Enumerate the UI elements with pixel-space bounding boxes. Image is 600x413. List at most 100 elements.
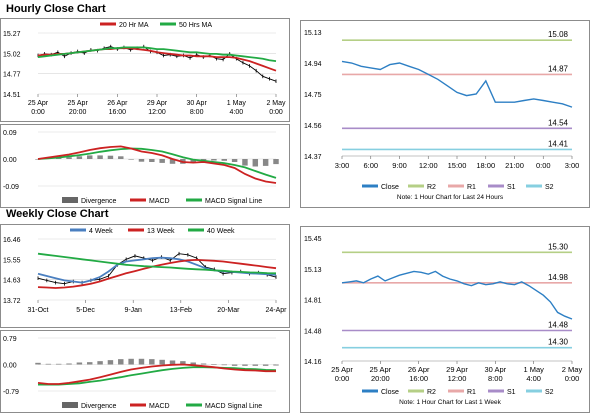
- level-label-r2: 15.08: [548, 30, 569, 39]
- divergence-bar: [138, 159, 145, 162]
- y-tick-label: 15.27: [3, 31, 21, 38]
- legend-r2-swatch: [408, 389, 424, 393]
- divergence-bar: [242, 364, 248, 366]
- weekly-price-chart: 16.46 15.55 14.63 13.72 4 Week 13 Week 40 Week…: [0, 224, 290, 328]
- legend-ma50-label: 50 Hrs MA: [179, 22, 212, 29]
- legend-signal-label: MACD Signal Line: [205, 403, 262, 410]
- divergence-bar: [107, 360, 114, 365]
- level-label-s2: 14.30: [548, 338, 569, 347]
- legend-signal-label: MACD Signal Line: [205, 198, 262, 205]
- legend-divergence-swatch: [62, 197, 78, 203]
- legend-s2-swatch: [526, 389, 542, 393]
- level-label-s2: 14.41: [548, 139, 569, 148]
- x-tick-label: 4:00: [526, 374, 541, 383]
- y-tick-label: 13.72: [3, 298, 21, 305]
- divergence-bar: [149, 159, 155, 162]
- x-tick-label: 5-Dec: [76, 307, 95, 314]
- level-label-r1: 14.87: [548, 64, 569, 73]
- y-tick-label: 14.81: [304, 298, 322, 305]
- x-tick-label: 12:00: [419, 161, 438, 170]
- weekly-section-title: Weekly Close Chart: [6, 208, 109, 220]
- divergence-bar: [66, 157, 72, 159]
- legend-macd-label: MACD: [149, 198, 170, 205]
- x-tick-label: 1 May: [227, 100, 247, 107]
- divergence-bar: [242, 159, 248, 166]
- y-tick-label: 0.79: [3, 336, 17, 343]
- legend-ma20-label: 20 Hr MA: [119, 22, 149, 29]
- y-tick-label: 15.13: [304, 30, 322, 37]
- x-tick-label: 0:00: [335, 374, 350, 383]
- legend-macd-label: MACD: [149, 403, 170, 410]
- y-tick-label: 0.09: [3, 130, 17, 137]
- legend-macd-swatch: [130, 403, 146, 407]
- x-tick-label: 9-Jan: [124, 307, 142, 314]
- y-tick-label: 0.00: [3, 363, 17, 370]
- legend-r2-label: R2: [427, 389, 436, 396]
- x-tick-label: 15:00: [448, 161, 467, 170]
- divergence-bar: [76, 362, 83, 365]
- divergence-bar: [231, 159, 238, 162]
- divergence-bar: [159, 159, 165, 163]
- divergence-bar: [200, 363, 207, 365]
- legend-divergence-label: Divergence: [81, 403, 117, 410]
- y-tick-label: 0.00: [3, 157, 17, 164]
- x-tick-label: 26 Apr: [408, 365, 430, 374]
- series-line-wk13: [37, 258, 277, 289]
- x-tick-label: 1 May: [523, 365, 544, 374]
- x-tick-label: 0:00: [536, 161, 551, 170]
- panel-frame: [0, 18, 290, 122]
- divergence-bar: [149, 359, 155, 365]
- divergence-bar: [180, 361, 186, 365]
- legend-close-label: Close: [381, 184, 399, 191]
- divergence-bar: [87, 362, 93, 365]
- x-tick-label: 25 Apr: [68, 100, 89, 107]
- divergence-bar: [55, 363, 62, 365]
- level-label-s1: 14.54: [548, 118, 569, 127]
- x-tick-label: 3:00: [565, 161, 580, 170]
- panel-frame: [300, 20, 590, 208]
- chart-note: Note: 1 Hour Chart for Last 1 Week: [399, 399, 502, 406]
- legend-divergence-swatch: [62, 402, 78, 408]
- hourly-section-title: Hourly Close Chart: [6, 3, 106, 15]
- y-tick-label: 15.45: [304, 236, 322, 243]
- divergence-bar: [76, 156, 83, 159]
- x-tick-label: 16:00: [109, 109, 127, 116]
- x-tick-label: 25 Apr: [369, 365, 391, 374]
- divergence-bar: [118, 156, 124, 159]
- x-tick-label: 18:00: [476, 161, 495, 170]
- divergence-bar: [273, 159, 279, 165]
- divergence-bar: [231, 364, 238, 366]
- legend-r1-swatch: [448, 184, 464, 188]
- x-tick-label: 29 Apr: [446, 365, 468, 374]
- y-tick-label: 14.48: [304, 328, 322, 335]
- divergence-bar: [97, 361, 103, 365]
- legend-signal-swatch: [186, 403, 202, 407]
- x-tick-label: 2 May: [266, 100, 286, 107]
- x-tick-label: 0:00: [565, 374, 580, 383]
- panel-frame: [0, 330, 290, 413]
- divergence-bar: [87, 155, 93, 159]
- x-tick-label: 8:00: [190, 109, 204, 116]
- divergence-bar: [190, 362, 196, 365]
- divergence-bar: [211, 364, 217, 365]
- x-tick-label: 20:00: [371, 374, 390, 383]
- level-label-r2: 15.30: [548, 242, 569, 251]
- legend-close-swatch: [362, 184, 378, 188]
- x-tick-label: 9:00: [392, 161, 407, 170]
- divergence-bar: [35, 159, 41, 160]
- x-tick-label: 29 Apr: [147, 100, 168, 107]
- legend-close-swatch: [362, 389, 378, 393]
- divergence-bar: [66, 363, 72, 365]
- y-tick-label: 14.51: [3, 92, 21, 99]
- divergence-bar: [128, 159, 134, 160]
- hourly-pivot-chart: 15.13 14.94 14.75 14.56 14.37 15.08 14.87 14.54…: [300, 20, 590, 208]
- weekly-macd-chart: 0.79 0.00 -0.79 Divergence MACD MACD Signal L…: [0, 330, 290, 413]
- close-line: [341, 60, 573, 108]
- divergence-bar: [118, 359, 124, 365]
- x-tick-label: 0:00: [269, 109, 283, 116]
- divergence-bar: [45, 363, 52, 365]
- y-tick-label: 14.77: [3, 72, 21, 79]
- legend-wk40-swatch: [188, 228, 204, 232]
- legend-wk4-label: 4 Week: [89, 228, 113, 235]
- x-tick-label: 12:00: [448, 374, 467, 383]
